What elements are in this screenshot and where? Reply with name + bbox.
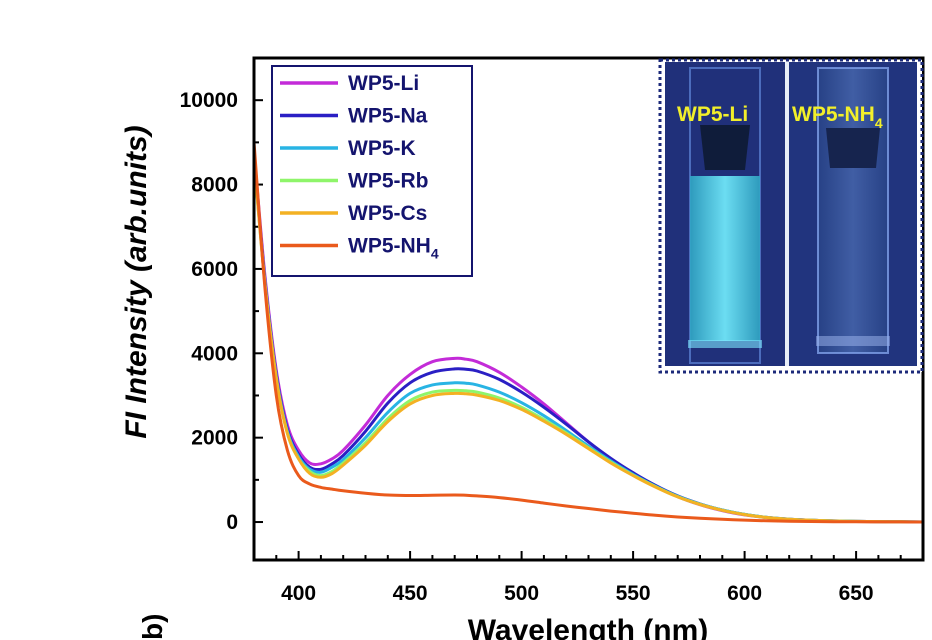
cuvette-nh4-glow xyxy=(818,68,888,353)
x-tick-label: 600 xyxy=(727,582,762,605)
inset-divider xyxy=(785,62,789,366)
tick-labels: 400 450 500 550 600 650 0 2000 4000 6000 8000 10000 xyxy=(180,89,874,605)
y-axis-title: FI Intensity (arb.units) xyxy=(120,125,153,438)
series-layer xyxy=(254,142,923,524)
cuvette-li-glow xyxy=(690,176,760,341)
legend-label: WP5-Cs xyxy=(348,202,427,225)
y-tick-label: 6000 xyxy=(191,258,238,281)
x-tick-label: 650 xyxy=(839,582,874,605)
cuvette-li-base xyxy=(688,340,762,348)
inset-label-nh4-main: WP5-NH xyxy=(792,103,875,126)
x-tick-label: 400 xyxy=(281,582,316,605)
inset-label-li: WP5-Li xyxy=(677,103,748,126)
x-axis-title: Wavelength (nm) xyxy=(468,614,709,640)
cuvette-nh4-base xyxy=(816,336,890,346)
y-tick-label: 8000 xyxy=(191,174,238,197)
legend-label: WP5-K xyxy=(348,137,416,160)
series-line-wp5-cs xyxy=(254,159,923,524)
x-tick-label: 550 xyxy=(616,582,651,605)
inset-photo: WP5-Li WP5-NH4 xyxy=(658,58,924,374)
y-tick-label: 10000 xyxy=(180,89,238,112)
legend-box xyxy=(271,65,473,277)
y-tick-label: 4000 xyxy=(191,342,238,365)
cuvette-nh4-outline xyxy=(817,67,889,354)
cuvette-nh4-cap xyxy=(826,128,880,168)
legend-label: WP5-NH4 xyxy=(348,235,439,262)
panel-label-fragment: b) xyxy=(137,614,168,640)
x-tick-label: 500 xyxy=(504,582,539,605)
inset-label-nh4-sub: 4 xyxy=(875,115,883,131)
inset-label-nh4: WP5-NH4 xyxy=(792,103,883,131)
x-tick-label: 450 xyxy=(393,582,428,605)
legend-label: WP5-Rb xyxy=(348,170,429,193)
legend: WP5-Li WP5-Na WP5-K WP5-Rb WP5-Cs WP5-NH4 xyxy=(271,65,473,277)
legend-label: WP5-Li xyxy=(348,72,419,95)
series-line-wp5-nh4 xyxy=(254,142,923,524)
cuvette-li-cap xyxy=(700,125,750,170)
y-tick-label: 0 xyxy=(226,511,238,534)
y-tick-label: 2000 xyxy=(191,427,238,450)
legend-label: WP5-Na xyxy=(348,105,428,128)
